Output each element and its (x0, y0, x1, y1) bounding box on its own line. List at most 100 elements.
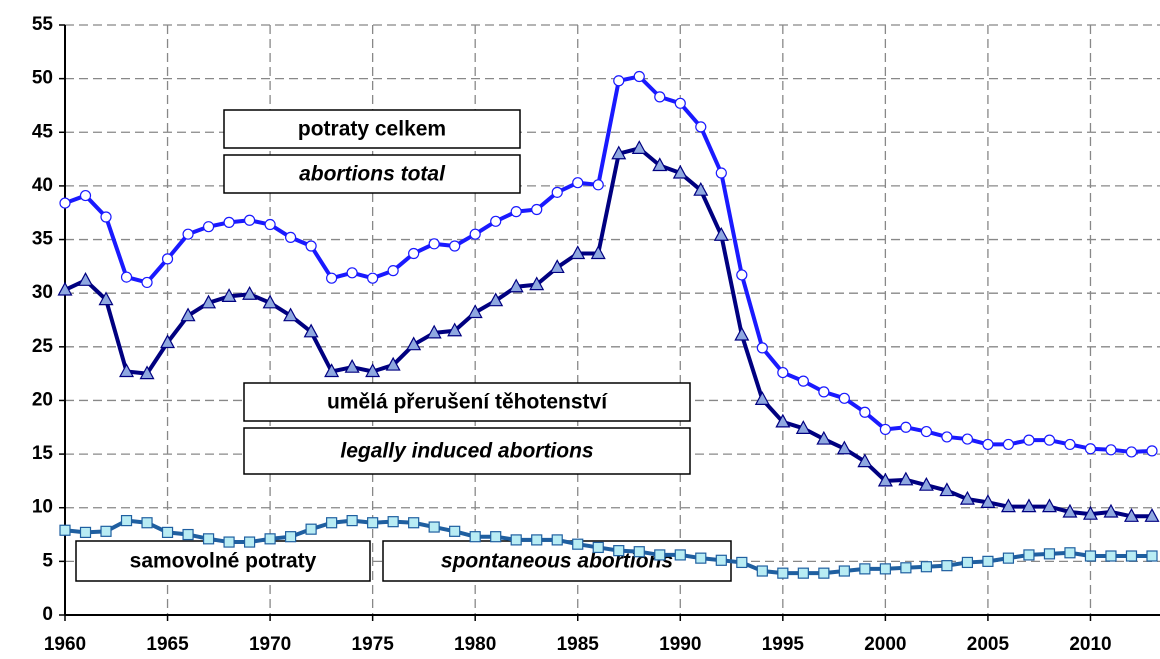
marker (1002, 438, 1015, 451)
marker (531, 534, 543, 546)
marker (1084, 443, 1097, 455)
marker (385, 356, 401, 371)
marker (838, 392, 850, 404)
annotation: samovolné potraty (130, 550, 317, 573)
marker (1105, 550, 1117, 562)
marker (221, 288, 237, 302)
marker (1144, 508, 1160, 522)
marker (531, 203, 543, 216)
marker (449, 525, 461, 537)
y-tick-label: 0 (42, 604, 53, 625)
marker (900, 562, 912, 574)
x-tick-label: 1995 (762, 634, 805, 655)
marker (980, 494, 996, 508)
marker (428, 238, 440, 250)
marker (633, 546, 645, 558)
marker (1084, 550, 1097, 562)
marker (900, 421, 912, 433)
marker (367, 272, 379, 284)
x-tick-label: 2005 (967, 634, 1010, 655)
x-tick-label: 1970 (249, 634, 291, 655)
marker (918, 476, 934, 491)
annotation-box (223, 154, 521, 194)
marker (406, 336, 422, 351)
marker (100, 211, 112, 223)
marker (756, 342, 768, 354)
marker (879, 563, 891, 575)
y-tick-label: 20 (32, 389, 53, 410)
marker (467, 304, 483, 319)
marker (120, 271, 133, 283)
marker (613, 75, 625, 87)
marker (490, 215, 502, 227)
marker (79, 189, 92, 202)
marker (795, 420, 811, 434)
marker (1041, 498, 1057, 513)
marker (879, 423, 891, 436)
marker (713, 226, 729, 241)
marker (961, 556, 974, 569)
marker (715, 554, 727, 566)
marker (508, 278, 524, 293)
marker (180, 307, 196, 322)
marker (961, 433, 974, 445)
marker (98, 291, 114, 306)
marker (59, 524, 71, 536)
marker (1043, 548, 1056, 560)
x-tick-label: 2000 (864, 634, 906, 655)
marker (941, 560, 953, 572)
marker (959, 490, 975, 505)
marker (344, 358, 360, 373)
marker (736, 556, 748, 569)
marker (654, 91, 666, 103)
marker (695, 121, 707, 133)
marker (631, 140, 647, 154)
marker (898, 471, 914, 486)
marker (161, 253, 174, 265)
marker (551, 186, 563, 198)
y-tick-label: 35 (32, 229, 54, 250)
marker (859, 406, 871, 418)
marker (736, 269, 748, 281)
marker (285, 531, 297, 543)
marker (1105, 444, 1117, 456)
marker (365, 363, 381, 378)
y-tick-label: 25 (32, 336, 54, 357)
marker (262, 294, 278, 309)
marker (324, 363, 340, 378)
marker (572, 177, 584, 189)
marker (264, 533, 276, 545)
marker (59, 197, 71, 209)
marker (408, 517, 420, 529)
y-tick-label: 50 (32, 68, 53, 89)
marker (100, 525, 112, 537)
marker (693, 181, 709, 196)
marker (510, 534, 522, 546)
marker (469, 531, 481, 543)
marker (592, 179, 604, 191)
marker (510, 206, 522, 218)
marker (797, 567, 809, 579)
marker (408, 247, 420, 260)
annotation-box (243, 382, 691, 422)
marker (572, 538, 584, 550)
marker (549, 259, 565, 274)
marker (264, 218, 276, 231)
x-tick-label: 1990 (659, 634, 701, 655)
marker (1023, 434, 1035, 446)
x-tick-label: 1980 (454, 634, 496, 655)
marker (1064, 438, 1076, 451)
marker (1082, 505, 1098, 520)
y-tick-label: 10 (32, 497, 53, 518)
marker (223, 536, 235, 548)
marker (672, 164, 688, 179)
marker (654, 549, 666, 561)
marker (1002, 552, 1015, 564)
marker (1146, 445, 1158, 457)
marker (346, 267, 358, 279)
marker (1125, 550, 1138, 562)
marker (775, 413, 791, 428)
marker (695, 552, 707, 564)
x-tick-label: 1985 (557, 634, 600, 655)
